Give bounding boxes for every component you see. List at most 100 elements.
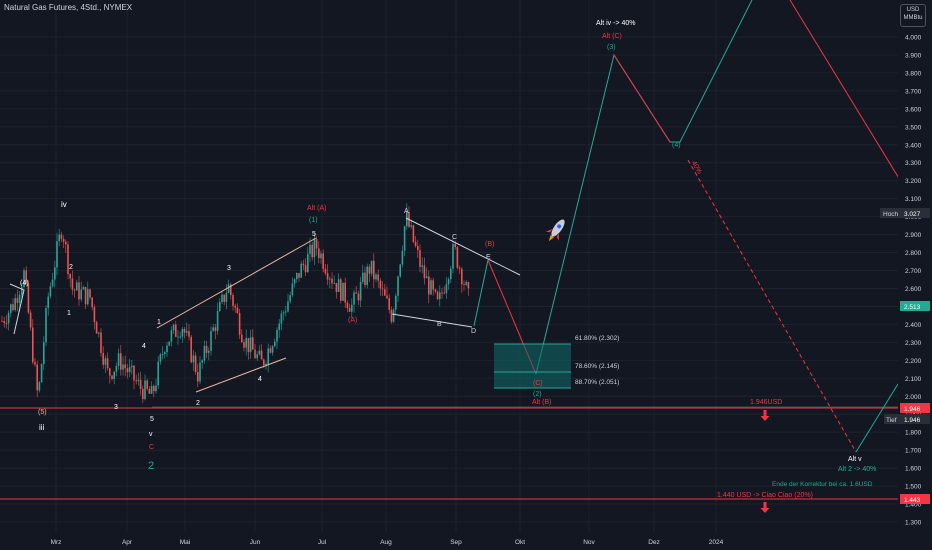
candle-body — [32, 327, 34, 363]
y-tick-label: 1.700 — [905, 448, 922, 455]
hoch-tag-bg — [900, 208, 930, 218]
candles — [1, 203, 470, 404]
candle-body — [210, 331, 212, 351]
candle-body — [126, 368, 129, 373]
wave4-green: (4) — [672, 142, 681, 149]
candle-body — [419, 250, 421, 267]
candle-body — [58, 234, 60, 242]
candle-body — [144, 380, 146, 400]
alt2-label: Alt 2 -> 40% — [838, 466, 876, 473]
y-tick-label: 2.800 — [905, 250, 922, 257]
x-tick-label: Apr — [122, 539, 133, 546]
x-tick-label: Aug — [380, 539, 392, 546]
candle-body — [177, 336, 179, 338]
candle-body — [452, 243, 454, 269]
y-tick-label: 3.500 — [905, 124, 922, 131]
candle-body — [14, 298, 16, 311]
wave-v: v — [149, 431, 153, 438]
candle-body — [293, 279, 296, 284]
candle-body — [43, 342, 45, 365]
candle-body — [309, 244, 311, 254]
candle-body — [271, 346, 274, 353]
candle-body — [414, 241, 417, 247]
candle-body — [54, 267, 56, 280]
candle-body — [170, 330, 173, 342]
tri-a: A — [404, 208, 409, 215]
candle-body — [428, 276, 430, 295]
candle-body — [456, 247, 459, 268]
tri-d: D — [471, 328, 476, 335]
triangle-upper — [405, 217, 521, 276]
candle-body — [395, 295, 397, 310]
wave-2-big: 2 — [148, 460, 154, 472]
y-tick-label: 2.100 — [905, 376, 922, 383]
wave-iv: iv — [61, 200, 67, 209]
candle-body — [98, 332, 100, 334]
candle-body — [137, 379, 140, 381]
candle-body — [260, 350, 263, 360]
candle-body — [148, 388, 151, 394]
wave3-green: (3) — [607, 44, 616, 51]
candle-body — [326, 273, 329, 280]
candle-body — [214, 327, 217, 331]
candle-body — [142, 388, 144, 400]
tri-c: C — [452, 234, 457, 241]
candle-body — [175, 324, 177, 337]
x-tick-label: Dez — [648, 539, 660, 546]
candle-body — [161, 354, 164, 355]
y-tick-label: 2.200 — [905, 358, 922, 365]
candle-body — [423, 265, 426, 279]
wave-annotations: Alt iv -> 40% Alt (C) (3) (4) 40% Alt v … — [20, 20, 876, 499]
candle-body — [302, 263, 305, 266]
candle-body — [56, 241, 58, 268]
candle-body — [300, 263, 302, 278]
candle-body — [16, 298, 19, 303]
candle-body — [153, 386, 155, 392]
price-axis-ticks: 4.000 3.900 3.800 3.700 3.600 3.500 3.400 3.300… — [905, 35, 922, 527]
candle-body — [370, 260, 373, 274]
candle-body — [399, 264, 401, 277]
wave-m1: 1 — [157, 319, 161, 326]
candle-body — [249, 337, 252, 353]
x-tick-label: Sep — [450, 539, 462, 546]
level-1946-tag: 1.946 — [904, 406, 921, 413]
candle-body — [73, 289, 76, 291]
candle-body — [458, 267, 461, 269]
candle-body — [331, 278, 333, 284]
y-tick-label: 1.600 — [905, 466, 922, 473]
candle-body — [359, 281, 362, 301]
wave-n3: 3 — [114, 404, 118, 411]
candle-body — [186, 331, 188, 333]
currency-unit-button[interactable]: USD MMBtu — [900, 4, 926, 27]
candle-body — [223, 294, 225, 302]
candle-body — [351, 304, 353, 312]
y-tick-label: 2.000 — [905, 394, 922, 401]
projection-red-c — [613, 54, 671, 143]
x-tick-label: Nov — [583, 539, 595, 546]
x-tick-label: Mai — [180, 539, 190, 546]
candle-body — [106, 358, 109, 369]
candle-body — [91, 297, 93, 308]
candle-body — [29, 312, 32, 328]
candle-body — [12, 304, 14, 311]
candle-body — [454, 243, 456, 248]
y-tick-label: 2.600 — [905, 286, 922, 293]
candle-body — [69, 273, 71, 279]
chart-title: Natural Gas Futures, 4Std., NYMEX — [4, 3, 133, 12]
projection-green-main — [535, 0, 753, 375]
wave-m5: 5 — [312, 231, 316, 238]
candle-body — [38, 382, 41, 391]
candle-body — [465, 282, 467, 285]
candle-body — [245, 338, 247, 348]
candle-body — [412, 225, 415, 242]
y-tick-label: 3.900 — [905, 52, 922, 59]
candle-body — [84, 287, 87, 305]
alt-b-label: Alt (B) — [532, 399, 551, 406]
candle-body — [298, 273, 300, 278]
wave-n4: 4 — [142, 343, 146, 350]
candle-body — [357, 293, 360, 301]
projection-green — [473, 259, 489, 327]
fib-618-label: 61.80% (2.302) — [575, 335, 619, 342]
candle-body — [434, 289, 437, 292]
